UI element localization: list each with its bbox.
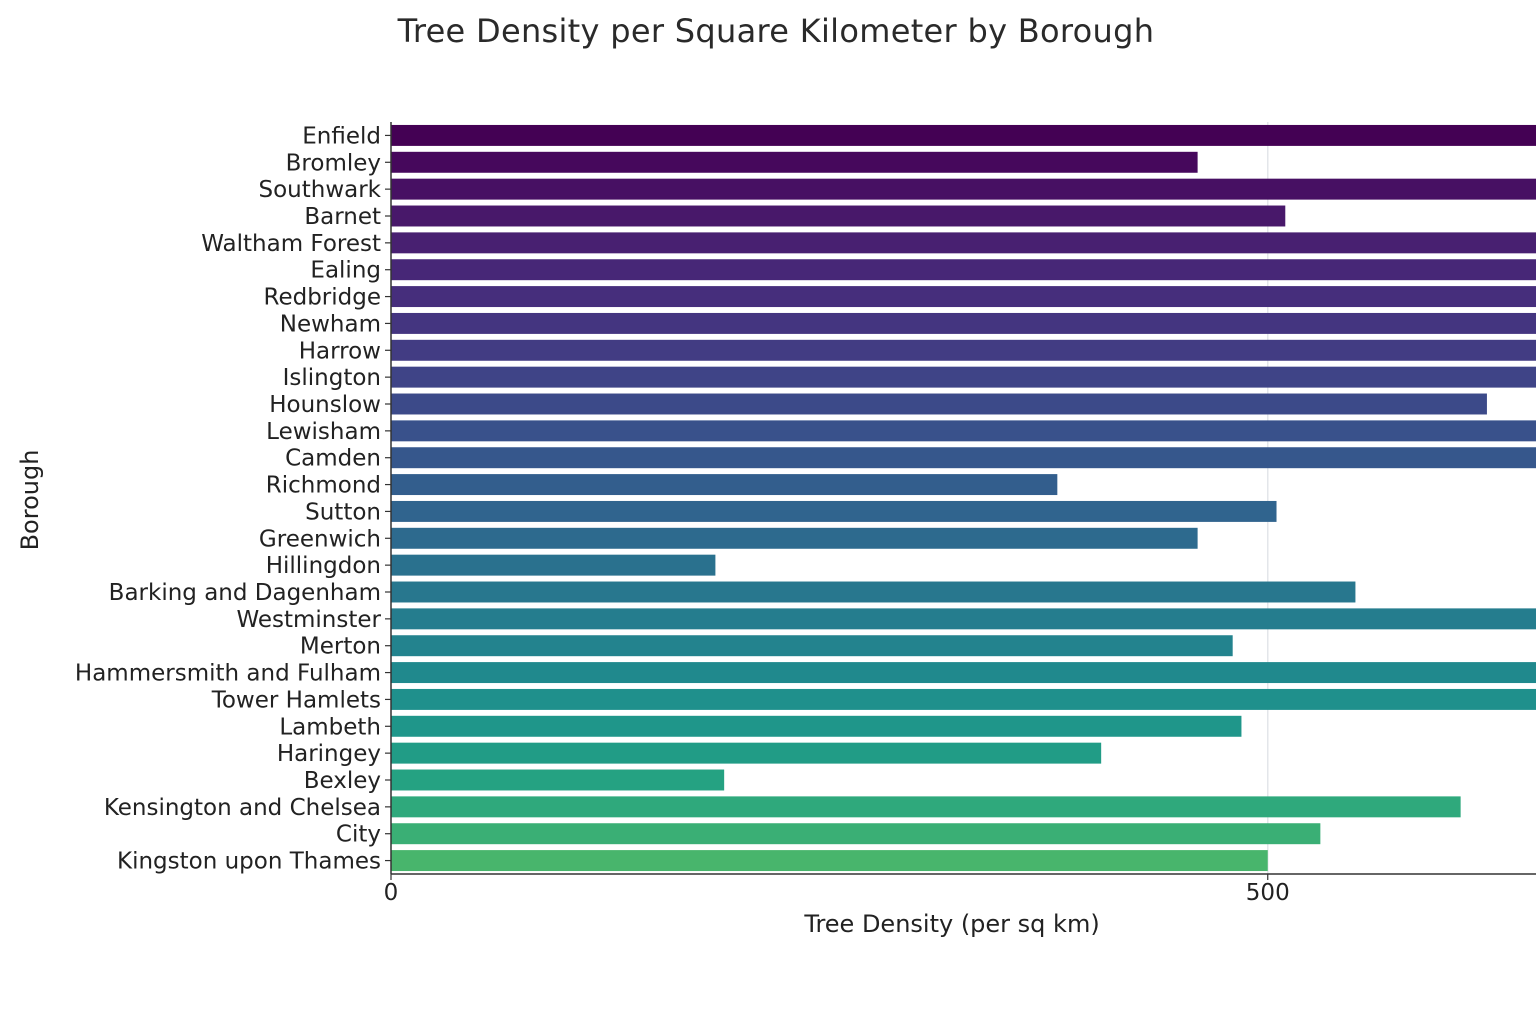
y-tick-label-1: Bromley [286, 150, 381, 176]
x-axis-label: Tree Density (per sq km) [803, 910, 1099, 938]
bar-20 [391, 662, 1536, 684]
y-axis-label: Borough [16, 450, 44, 551]
bar-16 [391, 554, 716, 576]
bar-18 [391, 608, 1536, 630]
y-tick-label-20: Hammersmith and Fulham [75, 661, 381, 687]
bar-26 [391, 823, 1321, 845]
y-tick-label-3: Barnet [304, 204, 381, 230]
bar-3 [391, 205, 1286, 227]
y-tick-label-26: City [336, 822, 381, 848]
y-tick-label-4: Waltham Forest [201, 231, 381, 257]
y-tick-label-12: Camden [285, 446, 381, 472]
bar-7 [391, 312, 1536, 334]
y-tick-label-13: Richmond [266, 473, 381, 499]
x-tick-labels: 05001000150020002500 [384, 874, 1290, 906]
bars [391, 124, 1536, 872]
y-tick-label-25: Kensington and Chelsea [104, 795, 381, 821]
y-tick-label-14: Sutton [305, 499, 381, 525]
bar-5 [391, 259, 1536, 281]
y-tick-label-21: Tower Hamlets [211, 687, 381, 713]
bar-4 [391, 232, 1536, 254]
bar-8 [391, 339, 1536, 361]
chart-title: Tree Density per Square Kilometer by Bor… [397, 12, 1155, 50]
y-tick-label-10: Hounslow [269, 392, 381, 418]
bar-23 [391, 742, 1102, 764]
bar-24 [391, 769, 725, 791]
bar-14 [391, 500, 1277, 522]
bar-27 [391, 850, 1268, 872]
y-tick-label-27: Kingston upon Thames [117, 849, 381, 875]
bar-11 [391, 420, 1536, 442]
bar-12 [391, 447, 1536, 469]
y-tick-label-6: Redbridge [264, 285, 382, 311]
bar-15 [391, 527, 1198, 549]
x-tick-label-1: 500 [1246, 880, 1290, 906]
y-tick-label-16: Hillingdon [266, 553, 381, 579]
bar-19 [391, 635, 1233, 657]
bar-9 [391, 366, 1536, 388]
y-tick-label-23: Haringey [277, 741, 381, 767]
bar-22 [391, 715, 1242, 737]
y-tick-label-22: Lambeth [279, 714, 381, 740]
y-tick-label-11: Lewisham [266, 419, 381, 445]
y-tick-label-5: Ealing [310, 258, 381, 284]
bar-1 [391, 151, 1198, 173]
y-tick-label-15: Greenwich [259, 526, 381, 552]
bar-6 [391, 286, 1536, 308]
y-tick-label-9: Islington [283, 365, 381, 391]
x-tick-label-0: 0 [384, 880, 399, 906]
y-tick-label-7: Newham [280, 311, 381, 337]
bar-13 [391, 474, 1058, 496]
y-tick-label-0: Enfield [302, 123, 381, 149]
axes [390, 122, 1536, 875]
y-tick-label-2: Southwark [258, 177, 381, 203]
y-tick-label-18: Westminster [236, 607, 381, 633]
bar-0 [391, 124, 1536, 146]
bar-10 [391, 393, 1487, 415]
bar-2 [391, 178, 1536, 200]
y-tick-label-19: Merton [300, 634, 381, 660]
y-tick-label-17: Barking and Dagenham [109, 580, 381, 606]
y-tick-label-24: Bexley [304, 768, 381, 794]
bar-21 [391, 688, 1536, 710]
bar-25 [391, 796, 1461, 818]
bar-17 [391, 581, 1356, 603]
y-tick-label-8: Harrow [299, 338, 381, 364]
